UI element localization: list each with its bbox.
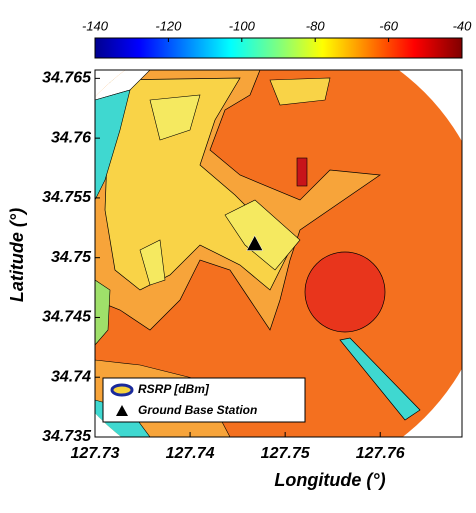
y-tick-label: 34.755 [42, 189, 92, 206]
colorbar [94, 37, 463, 59]
colorbar-tick-label: -40 [453, 18, 473, 33]
colorbar-tick-label: -140 [82, 18, 109, 33]
colorbar-tick-label: -60 [379, 18, 399, 33]
colorbar-tick-label: -100 [229, 18, 256, 33]
x-tick-label: 127.76 [356, 445, 405, 462]
colorbar-tick-label: -120 [155, 18, 182, 33]
x-tick-label: 127.74 [166, 445, 215, 462]
colorbar-tick-label: -80 [306, 18, 326, 33]
x-axis-label: Longitude (°) [274, 470, 385, 490]
y-axis-label: Latitude (°) [7, 208, 27, 302]
y-tick-label: 34.735 [42, 428, 92, 445]
y-tick-label: 34.745 [42, 309, 92, 326]
legend-entry: RSRP [dBm] [138, 382, 210, 396]
legend-icon-contour [110, 383, 134, 397]
y-tick-label: 34.765 [42, 70, 92, 87]
base-station-marker [246, 235, 264, 251]
y-tick-label: 34.75 [51, 249, 92, 266]
x-tick-label: 127.73 [71, 445, 120, 462]
y-tick-label: 34.76 [51, 129, 91, 146]
legend-icon-marker [116, 405, 128, 416]
x-tick-label: 127.75 [261, 445, 311, 462]
legend: RSRP [dBm] Ground Base Station [102, 377, 306, 423]
plot-frame [94, 69, 463, 438]
legend-box [102, 377, 306, 423]
y-tick-label: 34.74 [51, 368, 91, 385]
legend-entry: Ground Base Station [138, 403, 257, 417]
